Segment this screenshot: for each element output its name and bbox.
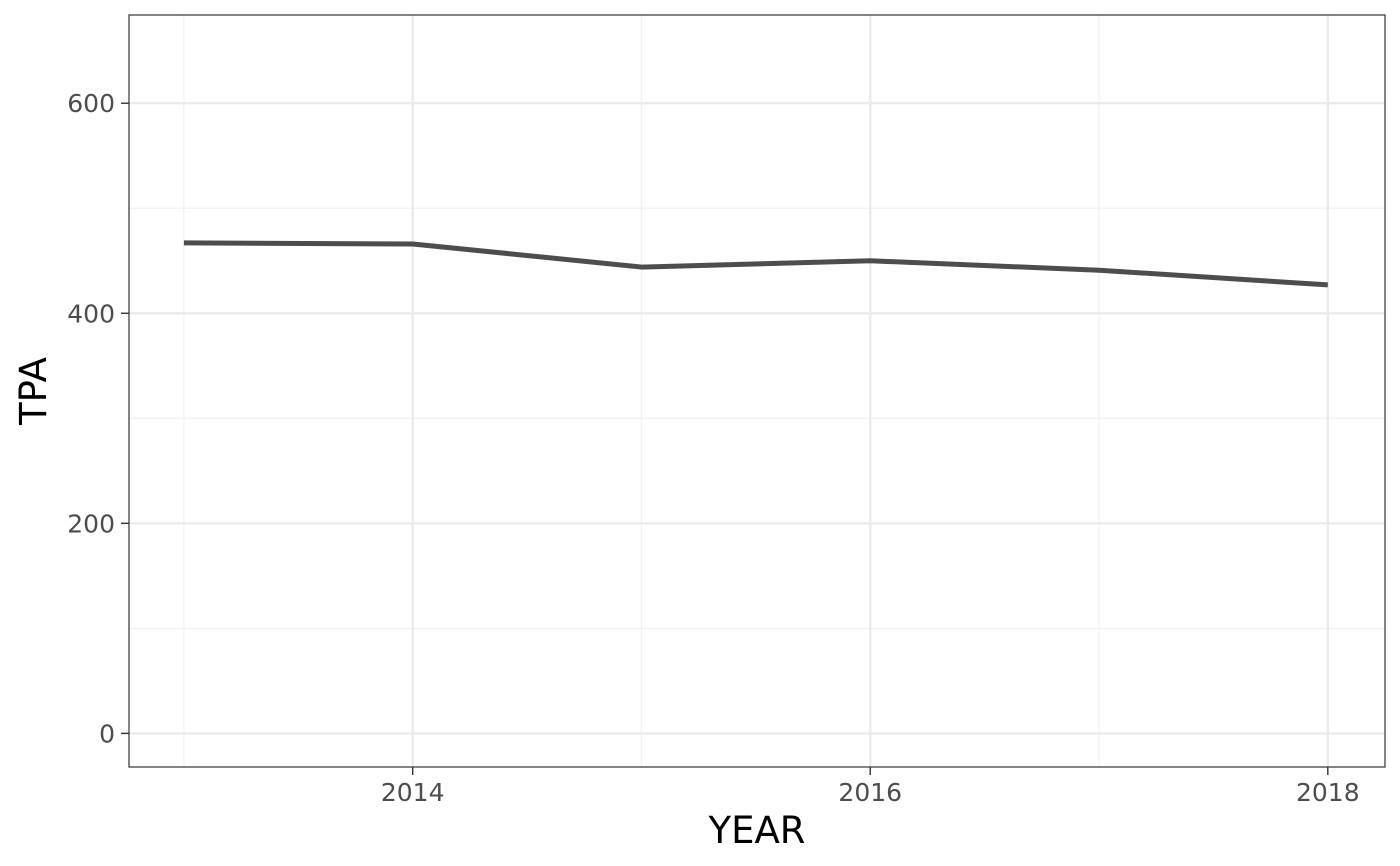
y-tick-label: 200 bbox=[67, 509, 115, 538]
y-axis: 0 200 400 600 bbox=[67, 89, 129, 748]
x-tick-label: 2016 bbox=[838, 778, 902, 807]
series-line-0 bbox=[183, 240, 1328, 288]
x-tick-label: 2018 bbox=[1296, 778, 1360, 807]
y-tick-label: 0 bbox=[99, 719, 115, 748]
y-tick-label: 600 bbox=[67, 89, 115, 118]
panel-border bbox=[128, 14, 1386, 768]
x-tick-label: 2014 bbox=[381, 778, 445, 807]
y-axis-title: TPA bbox=[12, 357, 55, 426]
x-axis-title: YEAR bbox=[708, 809, 806, 852]
series-layer bbox=[183, 240, 1328, 288]
minor-gridlines bbox=[129, 15, 1385, 767]
y-tick-label: 400 bbox=[67, 299, 115, 328]
major-gridlines bbox=[129, 15, 1385, 767]
x-axis: 2014 2016 2018 bbox=[381, 767, 1360, 807]
